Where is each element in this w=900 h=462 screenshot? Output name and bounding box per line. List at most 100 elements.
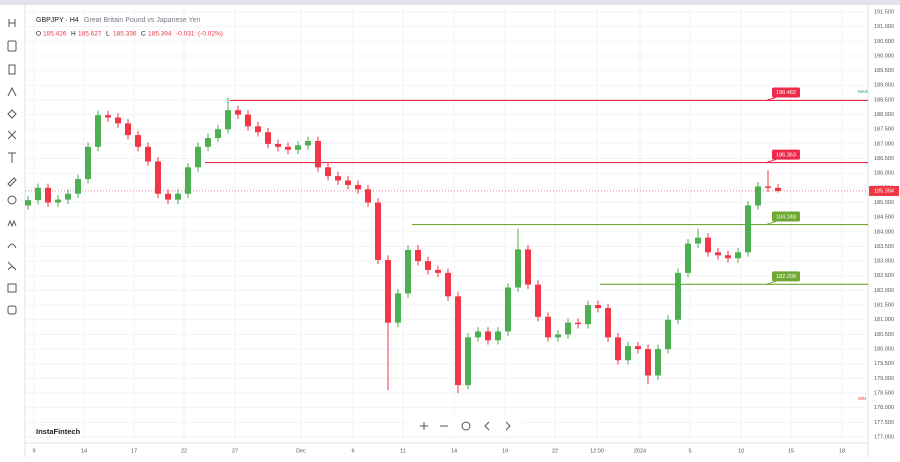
candle-body <box>85 146 91 180</box>
candle-body <box>545 316 551 338</box>
y-tick-label: 185.000 <box>874 200 894 206</box>
candle-body <box>125 123 131 136</box>
ohlc-label: H <box>71 31 76 38</box>
candle-body <box>395 293 401 323</box>
y-tick-label: 191.500 <box>874 9 894 15</box>
level-label: 188.482 <box>776 90 796 96</box>
level-connector <box>765 280 777 285</box>
y-tick-label: 181.500 <box>874 303 894 309</box>
description: Great Britain Pound vs Japanese Yen <box>84 17 200 24</box>
tool-line[interactable] <box>7 40 17 52</box>
candle-body <box>75 179 81 194</box>
y-tick-label: 188.500 <box>874 97 894 103</box>
min-label: MIN <box>858 396 866 401</box>
scroll-right-button[interactable] <box>505 421 511 431</box>
candle-body <box>725 255 731 259</box>
candle-body <box>255 126 261 133</box>
navigation <box>412 416 522 436</box>
tool-trash[interactable] <box>7 305 17 315</box>
tool-fib[interactable] <box>7 86 17 97</box>
candle-body <box>35 187 41 201</box>
candle-body <box>325 167 331 177</box>
candle-body <box>175 193 181 200</box>
candle-body <box>755 186 761 206</box>
candle-body <box>305 140 311 146</box>
reset-button[interactable] <box>461 421 471 431</box>
y-tick-label: 189.500 <box>874 68 894 74</box>
candle-body <box>675 272 681 320</box>
x-tick-label: Dec <box>296 448 306 454</box>
candle-body <box>535 284 541 317</box>
tool-emoji[interactable] <box>7 195 17 205</box>
tool-hide[interactable] <box>7 261 17 271</box>
level-connector <box>765 221 777 226</box>
y-tick-label: 180.000 <box>874 347 894 353</box>
candle-body <box>165 193 171 200</box>
candle-body <box>425 261 431 270</box>
x-tick-label: 9 <box>32 448 35 454</box>
ohlc-value: 185.336 <box>113 31 137 38</box>
candle-body <box>65 193 71 200</box>
candle-body <box>265 132 271 144</box>
candle-body <box>275 143 281 147</box>
tool-brush[interactable] <box>7 177 17 187</box>
level-tag <box>772 87 800 98</box>
tool-magnet[interactable] <box>7 243 17 249</box>
scroll-left-button[interactable] <box>484 421 490 431</box>
candle-body <box>565 322 571 335</box>
candle-body <box>605 308 611 338</box>
candle-body <box>115 117 121 124</box>
tool-text[interactable] <box>8 152 16 163</box>
change-percent: (-0.02%) <box>198 31 223 38</box>
x-tick-label: 27 <box>232 448 238 454</box>
ohlc-label: O <box>36 31 41 38</box>
x-tick-label: 12:00 <box>590 448 604 454</box>
candle-body <box>385 259 391 323</box>
tool-measure[interactable] <box>7 130 17 140</box>
tool-lock[interactable] <box>7 283 17 293</box>
candle-body <box>365 189 371 203</box>
candle-body <box>455 296 461 386</box>
grid <box>25 5 868 443</box>
x-tick-label: 11 <box>400 448 406 454</box>
candle-body <box>415 250 421 262</box>
candle-body <box>145 146 151 162</box>
y-tick-label: 184.000 <box>874 229 894 235</box>
y-tick-label: 180.500 <box>874 332 894 338</box>
candle-body <box>645 349 651 376</box>
y-tick-label: 178.000 <box>874 405 894 411</box>
candle-body <box>345 180 351 185</box>
y-tick-label: 179.500 <box>874 361 894 367</box>
y-tick-label: 179.000 <box>874 376 894 382</box>
last-price-label: 185.394 <box>874 189 894 195</box>
candle-body <box>705 237 711 253</box>
candle-body <box>585 305 591 325</box>
candle-body <box>45 187 51 203</box>
candle-body <box>515 249 521 288</box>
last-price-tag <box>869 185 899 196</box>
candle-body <box>665 319 671 350</box>
tool-shapes[interactable] <box>7 109 17 119</box>
x-tick-label: 18 <box>839 448 845 454</box>
y-tick-label: 177.500 <box>874 420 894 426</box>
level-tag <box>772 211 800 222</box>
candle-body <box>465 337 471 386</box>
x-tick-label: 15 <box>788 448 794 454</box>
tool-patterns[interactable] <box>7 219 17 228</box>
level-connector <box>765 96 777 101</box>
x-tick-label: 22 <box>181 448 187 454</box>
zoom-in-button[interactable] <box>420 422 428 430</box>
x-tick-label: 6 <box>351 448 354 454</box>
x-tick-label: 5 <box>688 448 691 454</box>
candle-body <box>155 161 161 194</box>
y-tick-label: 189.000 <box>874 83 894 89</box>
ohlc-label: C <box>141 31 146 38</box>
candle-body <box>355 184 361 190</box>
y-tick-label: 190.000 <box>874 53 894 59</box>
tool-crosshair[interactable] <box>8 19 16 27</box>
x-tick-label: 14 <box>81 448 87 454</box>
level-tag <box>772 271 800 282</box>
tool-bars[interactable] <box>8 64 16 75</box>
ohlc-value: 185.426 <box>43 31 67 38</box>
